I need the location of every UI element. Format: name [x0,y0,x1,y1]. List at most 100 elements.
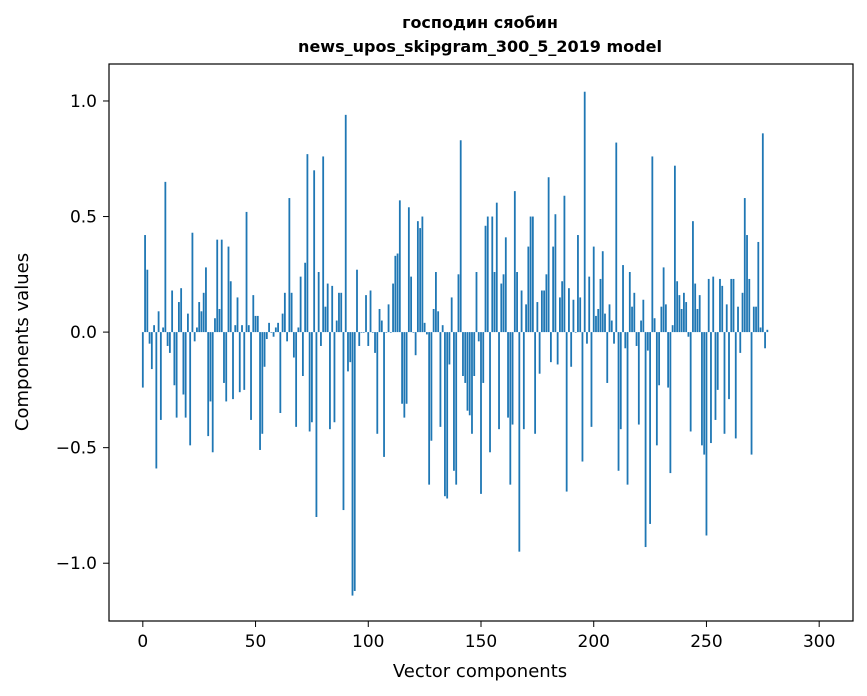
bar [703,332,706,455]
bar [292,332,295,358]
bar [356,269,358,333]
bar [646,332,649,351]
bar [286,332,289,342]
bar [256,315,259,333]
bar [577,235,579,333]
bar [173,332,176,386]
bar [531,216,534,333]
bar [205,267,207,333]
bar [543,290,546,333]
bar [211,332,214,453]
bar [157,311,160,333]
y-tick-label: 0.0 [70,323,97,343]
bar [644,332,647,548]
bar [642,299,645,333]
bar [698,295,701,333]
y-tick-label: 0.5 [70,208,97,228]
bar [692,221,694,333]
bar [462,332,464,377]
bar [683,292,685,333]
bar [482,332,485,383]
bar [419,228,422,333]
bar [175,332,178,418]
bar [606,332,609,383]
bar [459,140,462,333]
y-axis-label: Components values [12,253,33,431]
bar [547,177,550,333]
bar [595,315,597,333]
x-tick-label: 200 [578,632,610,652]
bar [200,311,203,333]
bar [752,306,755,333]
bar [466,332,469,411]
bar [667,332,670,388]
bar [498,332,500,430]
bar [527,246,530,333]
bar [430,332,433,441]
bar [326,283,329,333]
bar [358,332,361,346]
bar [480,332,482,494]
bar [660,306,663,333]
bar [522,332,525,430]
bar [254,315,257,333]
bar [513,191,516,333]
bar [500,283,503,333]
bar [166,332,169,346]
x-axis-label: Vector components [393,661,567,682]
bar [353,332,356,591]
bar [288,198,291,333]
bar [301,332,304,377]
bar [331,285,334,333]
bar [423,322,426,333]
bar [588,276,591,333]
bar [511,332,514,425]
bar [180,288,183,333]
bar [755,306,757,333]
bar [734,332,737,439]
x-tick-label: 100 [352,632,384,652]
bar [371,332,374,333]
bar [335,320,338,333]
bar [245,211,248,333]
bar [270,332,273,333]
bar [705,332,708,536]
bar [574,332,577,333]
bar [308,332,311,432]
y-tick-label: −1.0 [56,554,97,574]
bar [263,332,266,367]
plot-frame [108,63,854,622]
bar [455,332,458,485]
bar [202,292,205,333]
bar [570,332,573,367]
bar [265,332,268,340]
bar [182,332,185,395]
bar [295,332,298,427]
bar [601,251,604,333]
bar [162,327,165,333]
bar [689,332,692,432]
bar [218,308,221,333]
bar [687,332,690,337]
bars-group [141,91,769,596]
bar [518,332,521,552]
bar [374,332,376,353]
bar [626,332,629,485]
bar [662,267,665,333]
bar [680,308,683,333]
bar [268,322,270,333]
bar [146,269,149,333]
bar [538,332,541,374]
bar [561,281,564,333]
bar [243,332,246,390]
bar [764,332,766,349]
bar [441,325,444,333]
bar [676,281,679,333]
bar [272,332,275,337]
bar [732,278,735,333]
bar [721,285,724,333]
bar [590,332,593,427]
bar [144,235,146,333]
bar [597,308,600,333]
